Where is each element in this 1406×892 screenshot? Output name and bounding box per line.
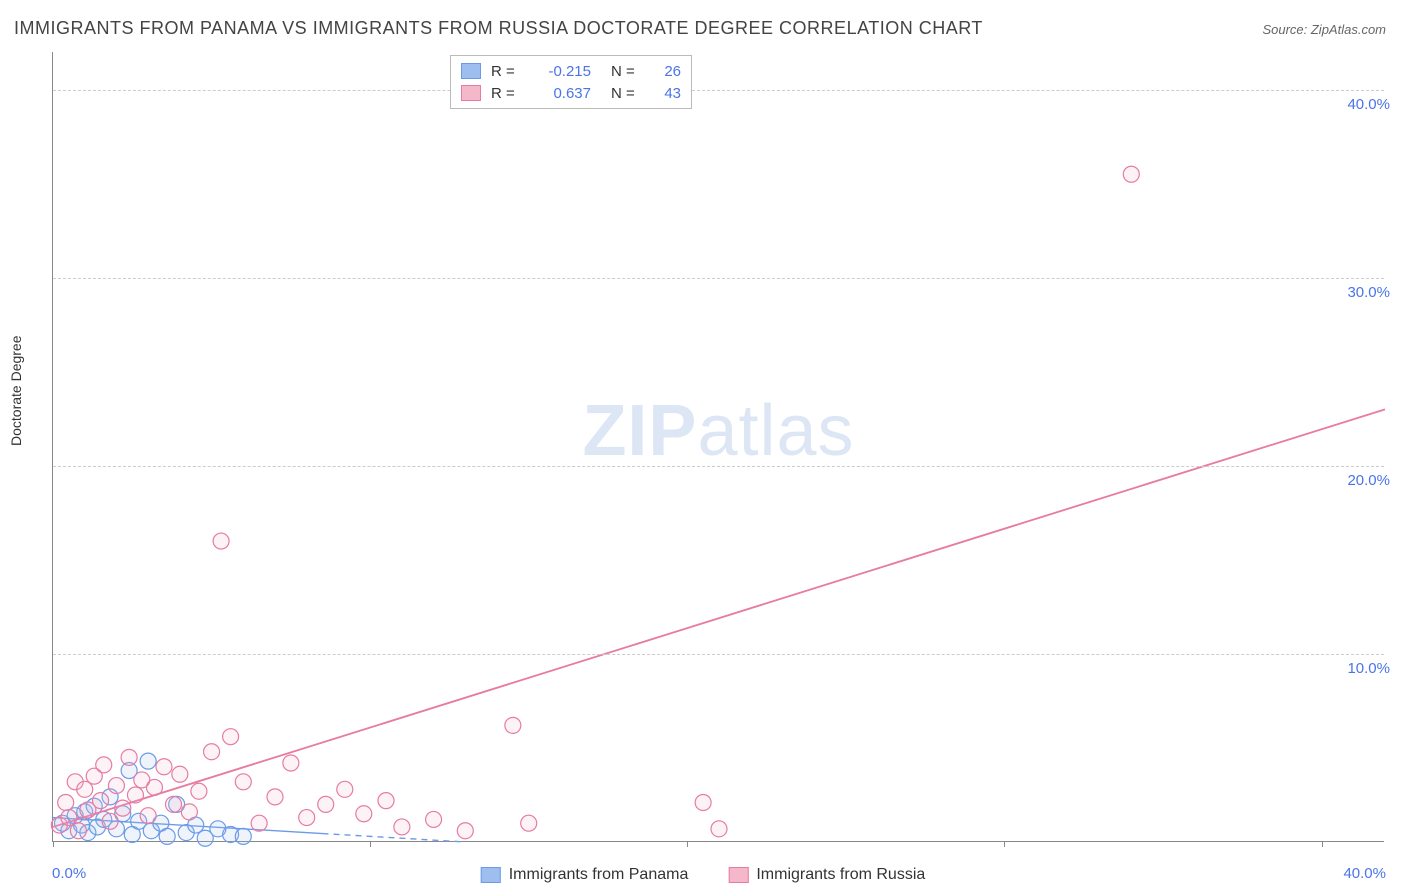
x-tick-0: 0.0% (52, 865, 86, 882)
data-point (121, 749, 137, 765)
r-label: R = (491, 63, 521, 80)
n-value: 43 (651, 85, 681, 102)
data-point (146, 779, 162, 795)
data-point (93, 793, 109, 809)
data-point (213, 533, 229, 549)
legend-swatch (461, 85, 481, 101)
data-point (223, 729, 239, 745)
y-tick-label: 40.0% (1347, 96, 1390, 113)
data-point (191, 783, 207, 799)
data-point (156, 759, 172, 775)
data-point (394, 819, 410, 835)
data-point (505, 717, 521, 733)
data-point (1123, 166, 1139, 182)
y-tick-label: 30.0% (1347, 284, 1390, 301)
data-point (115, 800, 131, 816)
x-tick-mark (370, 841, 371, 847)
data-point (356, 806, 372, 822)
data-point (235, 828, 251, 844)
data-point (96, 757, 112, 773)
data-point (108, 778, 124, 794)
data-point (166, 796, 182, 812)
plot-area: ZIPatlas (52, 52, 1384, 842)
gridline (53, 466, 1384, 467)
n-value: 26 (651, 63, 681, 80)
data-point (426, 811, 442, 827)
data-point (318, 796, 334, 812)
data-point (235, 774, 251, 790)
data-point (711, 821, 727, 837)
gridline (53, 654, 1384, 655)
gridline (53, 278, 1384, 279)
data-point (58, 795, 74, 811)
legend-stat-row: R = -0.215 N = 26 (461, 60, 681, 82)
y-tick-label: 10.0% (1347, 660, 1390, 677)
legend-stat-row: R = 0.637 N = 43 (461, 82, 681, 104)
chart-title: IMMIGRANTS FROM PANAMA VS IMMIGRANTS FRO… (14, 18, 983, 39)
legend-series-item: Immigrants from Panama (481, 866, 689, 884)
trend-line-dashed (323, 834, 466, 842)
data-point (172, 766, 188, 782)
data-point (457, 823, 473, 839)
data-point (70, 823, 86, 839)
data-point (159, 828, 175, 844)
legend-swatch (461, 63, 481, 79)
legend-swatch (481, 867, 501, 883)
legend-stats: R = -0.215 N = 26 R = 0.637 N = 43 (450, 55, 692, 109)
r-value: 0.637 (531, 85, 591, 102)
legend-series: Immigrants from Panama Immigrants from Ru… (475, 866, 932, 884)
y-axis-label: Doctorate Degree (8, 335, 24, 446)
data-point (140, 753, 156, 769)
data-point (521, 815, 537, 831)
data-point (267, 789, 283, 805)
x-tick-40: 40.0% (1343, 865, 1386, 882)
data-point (283, 755, 299, 771)
trend-line (53, 409, 1385, 827)
x-tick-mark (53, 841, 54, 847)
x-tick-mark (1322, 841, 1323, 847)
data-point (181, 804, 197, 820)
data-point (378, 793, 394, 809)
gridline (53, 90, 1384, 91)
data-point (299, 810, 315, 826)
legend-series-label: Immigrants from Russia (756, 866, 925, 884)
r-value: -0.215 (531, 63, 591, 80)
legend-series-item: Immigrants from Russia (728, 866, 925, 884)
data-point (695, 795, 711, 811)
data-point (102, 813, 118, 829)
legend-series-label: Immigrants from Panama (509, 866, 689, 884)
y-tick-label: 20.0% (1347, 472, 1390, 489)
data-point (140, 808, 156, 824)
chart-svg (53, 52, 1384, 841)
x-tick-mark (1004, 841, 1005, 847)
data-point (127, 787, 143, 803)
data-point (251, 815, 267, 831)
legend-swatch (728, 867, 748, 883)
x-tick-mark (687, 841, 688, 847)
n-label: N = (611, 85, 641, 102)
n-label: N = (611, 63, 641, 80)
data-point (204, 744, 220, 760)
r-label: R = (491, 85, 521, 102)
data-point (337, 781, 353, 797)
source-attribution: Source: ZipAtlas.com (1262, 22, 1386, 37)
